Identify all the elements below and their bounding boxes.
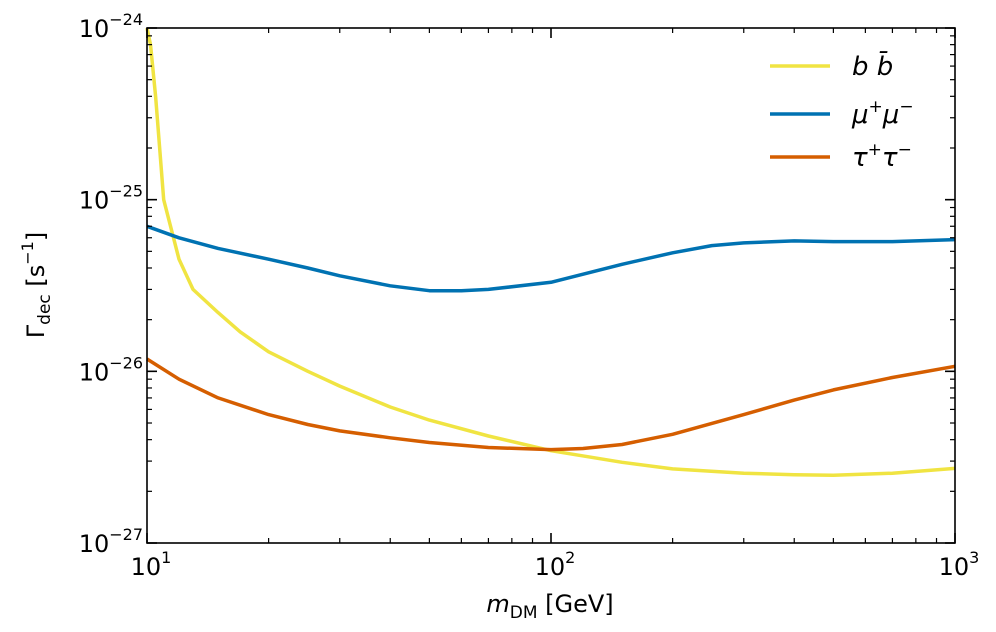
series-layer: [145, 27, 956, 478]
x-tick-label: 102: [535, 548, 576, 581]
y-axis-label: Γdec [s−1]: [18, 232, 55, 338]
x-tick-label: 103: [939, 548, 980, 581]
y-tick-label: 10−26: [79, 353, 143, 386]
ticks-layer: [146, 27, 956, 544]
legend-label-bb: b b̄: [852, 50, 893, 82]
x-tick-label: 101: [131, 548, 172, 581]
series-line-0: [145, 27, 956, 478]
legend-label-mumu: μ+μ−: [851, 97, 914, 130]
y-tick-label: 10−24: [79, 10, 143, 43]
legend: b b̄ μ+μ− τ+τ−: [770, 50, 914, 173]
x-tick-labels: 101 102 103: [131, 548, 980, 581]
legend-label-tautau: τ+τ−: [852, 140, 912, 173]
y-tick-labels: 10−24 10−25 10−26 10−27: [79, 10, 143, 558]
x-axis-label: mDM [GeV]: [486, 590, 613, 623]
series-line-2: [146, 357, 956, 452]
axes-frame: [146, 27, 956, 544]
y-tick-label: 10−27: [79, 525, 143, 558]
y-tick-label: 10−25: [79, 182, 143, 215]
series-line-1: [146, 224, 956, 293]
plot-area: [145, 27, 956, 544]
